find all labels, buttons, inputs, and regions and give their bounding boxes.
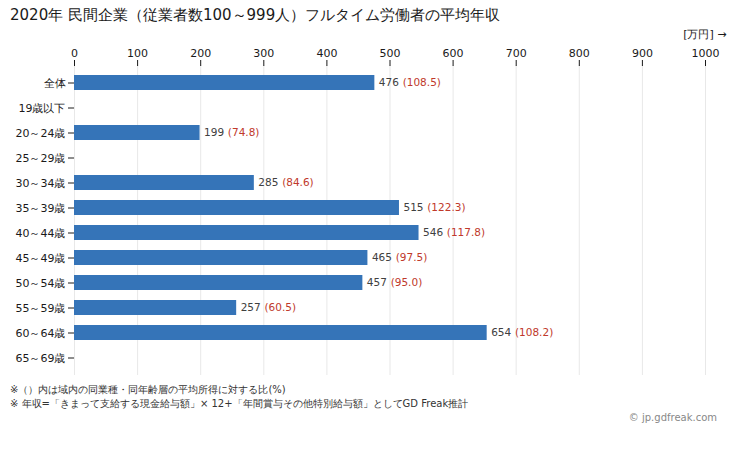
svg-text:35～39歳: 35～39歳	[16, 202, 66, 215]
html-text:※（）内は域内の同業種・同年齢層の平均所得に対する比(%): ※（）内は域内の同業種・同年齢層の平均所得に対する比(%)	[10, 384, 286, 395]
svg-text:20～24歳: 20～24歳	[16, 127, 66, 140]
svg-text:900: 900	[632, 47, 653, 60]
svg-text:457: 457	[367, 276, 387, 288]
svg-text:55～59歳: 55～59歳	[16, 302, 66, 315]
svg-text:25～29歳: 25～29歳	[16, 152, 66, 165]
svg-text:40～44歳: 40～44歳	[16, 227, 66, 240]
html-text:2020年 民間企業（従業者数100～999人）フルタイム労: 2020年 民間企業（従業者数100～999人）フルタイム労働者の平均年収	[10, 6, 501, 24]
svg-text:476: 476	[379, 76, 399, 88]
svg-text:200: 200	[190, 47, 211, 60]
svg-text:全体: 全体	[44, 77, 66, 90]
svg-text:515: 515	[403, 201, 423, 213]
svg-text:199: 199	[204, 126, 224, 138]
svg-text:(84.6)84.6: (84.6)84.6	[282, 176, 314, 188]
svg-text:(117.8)117.8: (117.8)117.8	[447, 226, 485, 238]
svg-text:257: 257	[241, 301, 261, 313]
html-text:© jp.gdfreak.com: © jp.gdfreak.com	[628, 412, 717, 423]
svg-text:600: 600	[443, 47, 464, 60]
svg-text:300: 300	[253, 47, 274, 60]
svg-text:654: 654	[491, 326, 511, 338]
svg-text:(108.5)108.5: (108.5)108.5	[403, 76, 441, 88]
svg-text:1000: 1000	[692, 47, 720, 60]
svg-text:0: 0	[71, 47, 78, 60]
svg-text:30～34歳: 30～34歳	[16, 177, 66, 190]
svg-text:(108.2)108.2: (108.2)108.2	[515, 326, 553, 338]
svg-text:546: 546	[423, 226, 443, 238]
svg-text:65～69歳: 65～69歳	[16, 352, 66, 365]
svg-text:50～54歳: 50～54歳	[16, 277, 66, 290]
svg-text:500: 500	[380, 47, 401, 60]
svg-text:60～64歳: 60～64歳	[16, 327, 66, 340]
svg-text:465: 465	[372, 251, 392, 263]
svg-text:[万円] →: [万円] →	[683, 28, 726, 41]
svg-text:800: 800	[569, 47, 590, 60]
html-text:※ 年収=「きまって支給する現金給与額」× 12+「年間賞与: ※ 年収=「きまって支給する現金給与額」× 12+「年間賞与その他特別給与額」と…	[10, 398, 469, 409]
svg-text:285: 285	[258, 176, 278, 188]
svg-text:(74.8)74.8: (74.8)74.8	[228, 126, 260, 138]
svg-text:(122.3)122.3: (122.3)122.3	[427, 201, 465, 213]
svg-text:(60.5)60.5: (60.5)60.5	[264, 301, 296, 313]
svg-text:400: 400	[316, 47, 337, 60]
svg-text:100: 100	[127, 47, 148, 60]
svg-text:45～49歳: 45～49歳	[16, 252, 66, 265]
svg-text:19歳以下: 19歳以下	[19, 102, 66, 115]
svg-text:(95.0)95: (95.0)95	[391, 276, 423, 288]
svg-text:700: 700	[506, 47, 527, 60]
svg-text:(97.5)97.5: (97.5)97.5	[396, 251, 428, 263]
